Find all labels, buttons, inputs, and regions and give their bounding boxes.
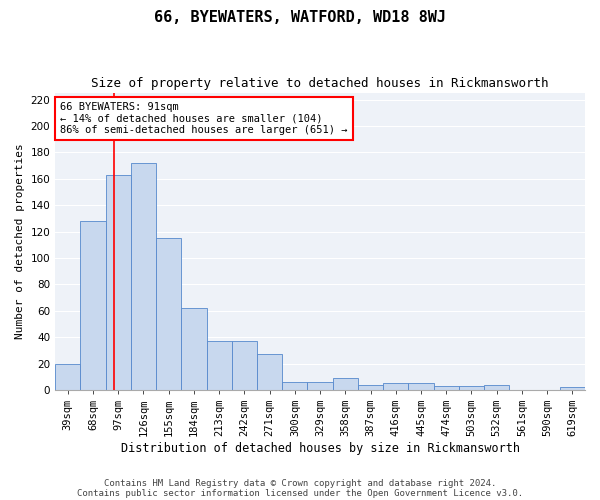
Text: 66 BYEWATERS: 91sqm
← 14% of detached houses are smaller (104)
86% of semi-detac: 66 BYEWATERS: 91sqm ← 14% of detached ho…: [61, 102, 348, 135]
Bar: [332, 378, 358, 390]
Bar: [307, 382, 332, 390]
X-axis label: Distribution of detached houses by size in Rickmansworth: Distribution of detached houses by size …: [121, 442, 520, 455]
Title: Size of property relative to detached houses in Rickmansworth: Size of property relative to detached ho…: [91, 78, 549, 90]
Text: Contains public sector information licensed under the Open Government Licence v3: Contains public sector information licen…: [77, 488, 523, 498]
Text: Contains HM Land Registry data © Crown copyright and database right 2024.: Contains HM Land Registry data © Crown c…: [104, 478, 496, 488]
Bar: [358, 384, 383, 390]
Bar: [181, 308, 206, 390]
Bar: [131, 163, 156, 390]
Bar: [80, 221, 106, 390]
Y-axis label: Number of detached properties: Number of detached properties: [15, 144, 25, 340]
Bar: [55, 364, 80, 390]
Bar: [560, 388, 585, 390]
Bar: [257, 354, 282, 390]
Bar: [409, 384, 434, 390]
Bar: [434, 386, 459, 390]
Bar: [106, 175, 131, 390]
Bar: [383, 384, 409, 390]
Bar: [232, 341, 257, 390]
Text: 66, BYEWATERS, WATFORD, WD18 8WJ: 66, BYEWATERS, WATFORD, WD18 8WJ: [154, 10, 446, 25]
Bar: [282, 382, 307, 390]
Bar: [206, 341, 232, 390]
Bar: [484, 384, 509, 390]
Bar: [459, 386, 484, 390]
Bar: [156, 238, 181, 390]
